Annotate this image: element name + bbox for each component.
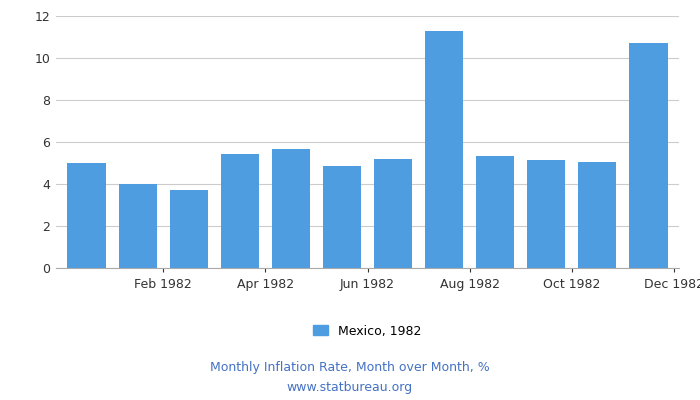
Bar	[220, 154, 259, 268]
Bar	[374, 159, 412, 268]
Bar	[527, 160, 566, 268]
Bar	[425, 31, 463, 268]
Bar	[323, 166, 361, 268]
Legend: Mexico, 1982: Mexico, 1982	[308, 320, 427, 343]
Bar	[629, 43, 668, 268]
Bar	[578, 162, 617, 268]
Bar	[272, 149, 310, 268]
Bar	[67, 163, 106, 268]
Text: Monthly Inflation Rate, Month over Month, %
www.statbureau.org: Monthly Inflation Rate, Month over Month…	[210, 362, 490, 394]
Bar	[169, 190, 208, 268]
Bar	[476, 156, 514, 268]
Bar	[118, 184, 157, 268]
